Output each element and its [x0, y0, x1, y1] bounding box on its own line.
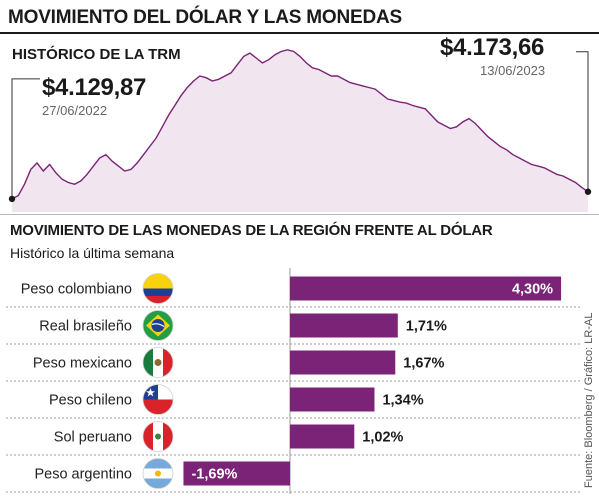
bar	[290, 387, 375, 412]
trm-start-point	[8, 195, 16, 203]
bar	[290, 276, 562, 301]
main-title: MOVIMIENTO DEL DÓLAR Y LAS MONEDAS	[8, 7, 402, 28]
value-label: 1,67%	[403, 356, 444, 372]
trm-end-point	[584, 188, 592, 195]
category-label: Peso argentino	[34, 467, 132, 483]
category-label: Peso mexicano	[33, 356, 132, 372]
category-label: Sol peruano	[54, 430, 132, 446]
trm-end-leader	[576, 51, 589, 192]
bar	[290, 350, 396, 375]
trm-start-leader	[11, 78, 40, 199]
trm-line	[11, 49, 589, 200]
value-label: -1,69%	[191, 467, 237, 483]
trm-end-value: $4.173,66	[440, 34, 545, 61]
trm-chart-title: HISTÓRICO DE LA TRM	[12, 46, 181, 63]
category-label: Peso colombiano	[21, 282, 132, 298]
bar	[290, 313, 398, 338]
trm-area-fill	[12, 49, 588, 212]
section-rule	[0, 214, 599, 215]
value-label: 1,71%	[406, 319, 447, 335]
value-label: 4,30%	[512, 282, 553, 298]
chile-flag-icon	[142, 384, 174, 415]
source-credit: Fuente: Bloomberg / Gráfico: LR-AL	[583, 312, 595, 488]
value-label: 1,34%	[382, 393, 423, 409]
currencies-chart-title: MOVIMIENTO DE LAS MONEDAS DE LA REGIÓN F…	[10, 222, 493, 239]
title-rule	[0, 32, 599, 34]
trm-start-date: 27/06/2022	[42, 103, 108, 118]
category-label: Peso chileno	[49, 393, 132, 409]
currencies-bar-chart: Peso colombiano 4,30% Real brasileño 1,71% P…	[6, 268, 580, 494]
category-label: Real brasileño	[39, 319, 132, 335]
colombia-flag-icon	[142, 273, 174, 304]
value-label: 1,02%	[362, 430, 403, 446]
trm-start-value: $4.129,87	[42, 74, 147, 101]
brazil-flag-icon	[142, 310, 174, 341]
mexico-flag-icon	[142, 347, 174, 378]
peru-flag-icon	[142, 421, 174, 452]
argentina-flag-icon	[142, 458, 174, 489]
bar	[183, 461, 290, 486]
trm-end-date: 13/06/2023	[480, 63, 546, 78]
currencies-chart-subtitle: Histórico la última semana	[10, 245, 175, 261]
bar	[290, 424, 355, 449]
trm-area-chart	[8, 49, 592, 212]
